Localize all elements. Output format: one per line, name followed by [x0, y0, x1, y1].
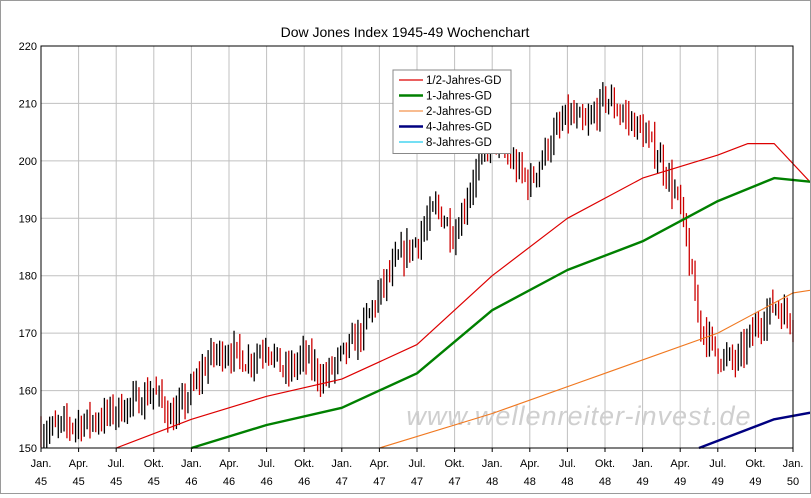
x-tick-month: Okt. [595, 458, 615, 470]
y-tick-label: 150 [19, 443, 37, 455]
x-tick-year: 48 [524, 476, 536, 488]
y-tick-label: 200 [19, 156, 37, 168]
y-tick-label: 210 [19, 98, 37, 110]
series-line-3 [379, 289, 811, 449]
y-tick-label: 170 [19, 328, 37, 340]
legend-box [392, 69, 512, 154]
x-axis: Jan. 45 Apr. 45 Jul. 45 Okt. 45 Jan. 46 Apr. 46 Jul.… [31, 448, 804, 488]
x-tick-year: 47 [336, 476, 348, 488]
x-tick-year: 49 [749, 476, 761, 488]
x-tick-month: Jan. [331, 458, 352, 470]
x-tick-year: 47 [411, 476, 423, 488]
legend-label: 8-Jahres-GD [426, 137, 492, 149]
legend-label: 1-Jahres-GD [426, 91, 492, 103]
x-tick-month: Jan. [181, 458, 202, 470]
series-line-2 [191, 176, 811, 450]
x-tick-month: Okt. [294, 458, 314, 470]
x-tick-year: 48 [599, 476, 611, 488]
x-tick-month: Apr. [69, 458, 89, 470]
moving-averages [115, 143, 811, 450]
watermark-text: www.wellenreiter-invest.de [406, 401, 751, 431]
x-tick-month: Jul. [559, 458, 576, 470]
x-tick-month: Jan. [632, 458, 653, 470]
plot-border [40, 45, 794, 449]
x-tick-year: 48 [561, 476, 573, 488]
x-tick-year: 46 [298, 476, 310, 488]
x-tick-month: Okt. [445, 458, 465, 470]
legend-label: 2-Jahres-GD [426, 106, 492, 118]
legend: 1/2-Jahres-GD 1-Jahres-GD 2-Jahres-GD 4-Jah… [392, 69, 512, 154]
x-tick-year: 47 [373, 476, 385, 488]
x-tick-month: Jan. [31, 458, 52, 470]
price-bars [40, 82, 794, 448]
y-tick-label: 160 [19, 386, 37, 398]
x-tick-year: 45 [72, 476, 84, 488]
x-tick-month: Jul. [709, 458, 726, 470]
x-tick-year: 45 [110, 476, 122, 488]
x-tick-month: Apr. [520, 458, 540, 470]
y-tick-label: 180 [19, 271, 37, 283]
x-tick-month: Apr. [370, 458, 390, 470]
x-tick-month: Okt. [745, 458, 765, 470]
x-tick-year: 47 [448, 476, 460, 488]
x-tick-year: 49 [674, 476, 686, 488]
x-tick-year: 46 [185, 476, 197, 488]
y-tick-label: 220 [19, 41, 37, 53]
legend-label: 1/2-Jahres-GD [426, 75, 501, 87]
x-tick-month: Jan. [482, 458, 503, 470]
x-tick-year: 45 [35, 476, 47, 488]
x-tick-month: Jul. [258, 458, 275, 470]
chart-title: Dow Jones Index 1945-49 Wochenchart [281, 24, 530, 40]
y-tick-label: 190 [19, 213, 37, 225]
series-line-1 [115, 143, 811, 449]
y-axis: 150 160 170 180 190 200 210 220 [19, 41, 37, 455]
x-tick-year: 49 [712, 476, 724, 488]
x-tick-month: Jul. [108, 458, 125, 470]
x-tick-year: 49 [636, 476, 648, 488]
x-tick-year: 46 [223, 476, 235, 488]
x-tick-month: Apr. [670, 458, 690, 470]
x-tick-month: Jul. [408, 458, 425, 470]
x-tick-year: 50 [787, 476, 799, 488]
legend-label: 4-Jahres-GD [426, 122, 492, 134]
x-tick-month: Jan. [783, 458, 804, 470]
x-tick-month: Apr. [219, 458, 239, 470]
x-tick-year: 46 [260, 476, 272, 488]
x-tick-year: 48 [486, 476, 498, 488]
x-tick-month: Okt. [144, 458, 164, 470]
x-tick-year: 45 [148, 476, 160, 488]
